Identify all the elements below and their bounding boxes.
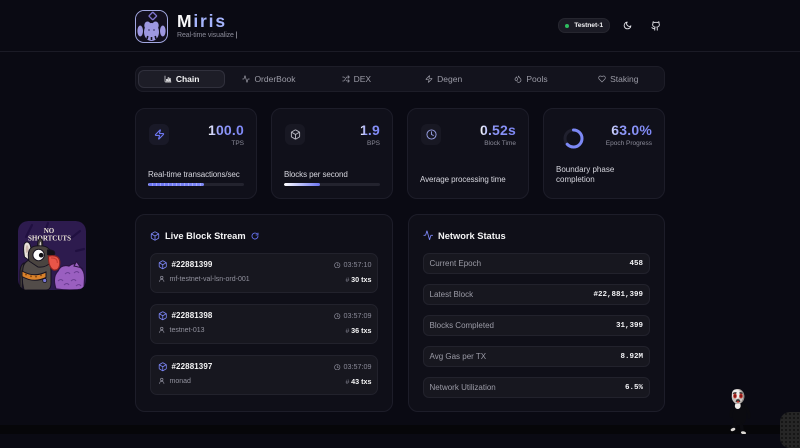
svg-text:SHORTCUTS: SHORTCUTS <box>28 235 71 243</box>
svg-text:NO: NO <box>44 227 55 235</box>
